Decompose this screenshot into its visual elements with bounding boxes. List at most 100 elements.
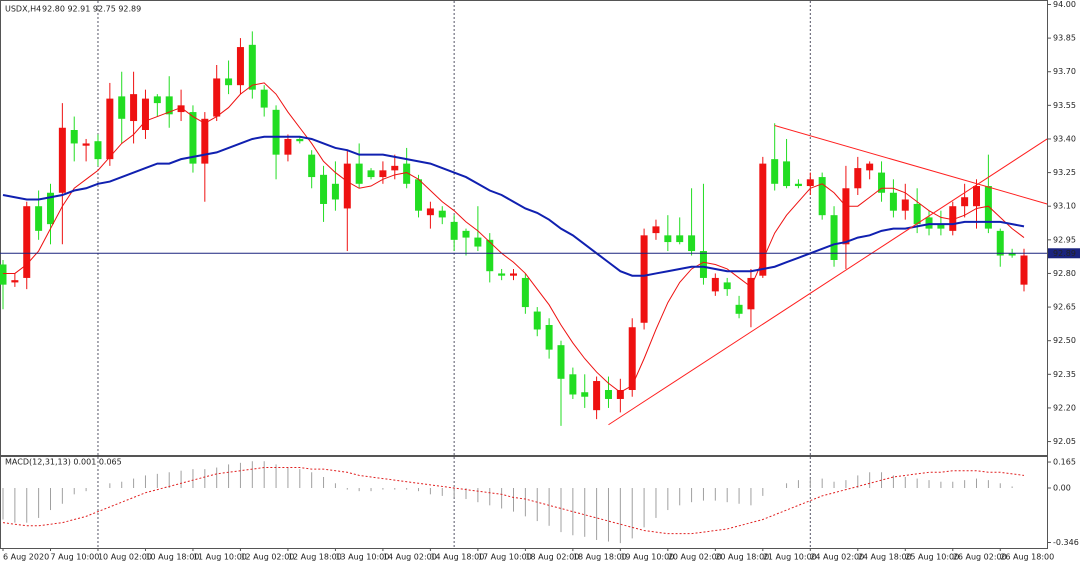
candle-body bbox=[438, 210, 446, 218]
y-tick-label: 92.50 bbox=[1053, 336, 1076, 345]
candle-body bbox=[46, 192, 54, 225]
candle-body bbox=[415, 179, 423, 211]
y-tick-label: 93.70 bbox=[1053, 67, 1076, 76]
x-tick-label: 17 Aug 10:00 bbox=[478, 553, 532, 562]
y-tick-label: 93.10 bbox=[1053, 202, 1076, 211]
current-price-box bbox=[1048, 248, 1080, 259]
x-tick-label: 21 Aug 10:00 bbox=[763, 553, 817, 562]
candle-body bbox=[474, 237, 482, 247]
candle-body bbox=[1020, 255, 1028, 285]
candle-body bbox=[771, 159, 779, 184]
candle-body bbox=[984, 186, 992, 229]
candle-body bbox=[913, 203, 921, 225]
candle-body bbox=[260, 89, 268, 108]
y-tick-label: 92.65 bbox=[1053, 303, 1076, 312]
ohlc-label: 92.80 92.91 92.75 92.89 bbox=[42, 5, 141, 14]
candle-body bbox=[593, 381, 601, 411]
x-tick-label: 26 Aug 18:00 bbox=[1000, 553, 1054, 562]
x-tick-label: 12 Aug 18:00 bbox=[288, 553, 342, 562]
candle-body bbox=[35, 206, 43, 231]
candle-body bbox=[604, 390, 612, 399]
moving-average bbox=[2, 135, 1025, 277]
y-tick-label: 93.25 bbox=[1053, 168, 1076, 177]
x-tick-label: 24 Aug 18:00 bbox=[858, 553, 912, 562]
moving-average bbox=[3, 82, 1025, 393]
candle-body bbox=[225, 78, 233, 86]
candle-body bbox=[118, 96, 126, 119]
x-tick-label: 20 Aug 18:00 bbox=[715, 553, 769, 562]
x-tick-label: 26 Aug 02:00 bbox=[953, 553, 1007, 562]
candle-body bbox=[106, 98, 114, 160]
y-tick-label: 92.35 bbox=[1053, 370, 1076, 379]
candle-body bbox=[153, 96, 161, 104]
candle-body bbox=[889, 192, 897, 211]
candle-body bbox=[557, 345, 565, 379]
candle-body bbox=[628, 327, 636, 390]
candle-body bbox=[248, 44, 256, 90]
candle-body bbox=[545, 325, 553, 350]
y-tick-label: 0.00 bbox=[1053, 484, 1071, 493]
symbol-title: USDX,H4 bbox=[5, 5, 41, 14]
y-tick-label: 93.40 bbox=[1053, 134, 1076, 143]
x-tick-label: 14 Aug 18:00 bbox=[430, 553, 484, 562]
candle-body bbox=[213, 78, 221, 117]
x-tick-label: 19 Aug 10:00 bbox=[620, 553, 674, 562]
candle-body bbox=[189, 112, 197, 164]
candle-body bbox=[616, 390, 624, 399]
candle-body bbox=[23, 206, 31, 278]
candle-body bbox=[94, 141, 102, 160]
x-tick-label: 18 Aug 18:00 bbox=[573, 553, 627, 562]
candle-body bbox=[296, 138, 304, 142]
candle-body bbox=[830, 215, 838, 260]
candle-body bbox=[747, 277, 755, 310]
candle-body bbox=[177, 105, 185, 113]
candle-body bbox=[498, 273, 506, 276]
candle-body bbox=[759, 163, 767, 276]
trendline bbox=[608, 138, 1048, 426]
x-tick-label: 14 Aug 02:00 bbox=[383, 553, 437, 562]
y-tick-label: 92.20 bbox=[1053, 403, 1076, 412]
candle-body bbox=[818, 177, 826, 216]
candle-body bbox=[878, 172, 886, 193]
candle-body bbox=[58, 127, 66, 193]
macd-signal bbox=[2, 467, 1025, 535]
candle-body bbox=[901, 199, 909, 211]
y-tick-label: 92.80 bbox=[1053, 269, 1076, 278]
candle-body bbox=[961, 197, 969, 207]
x-tick-label: 20 Aug 02:00 bbox=[668, 553, 722, 562]
candle-body bbox=[272, 109, 280, 155]
candle-body bbox=[640, 235, 648, 323]
candle-body bbox=[462, 230, 470, 238]
y-tick-label: 92.05 bbox=[1053, 437, 1076, 446]
candle-body bbox=[711, 277, 719, 292]
candle-body bbox=[866, 163, 874, 171]
candle-body bbox=[308, 154, 316, 178]
x-tick-label: 18 Aug 02:00 bbox=[525, 553, 579, 562]
candle-body bbox=[581, 392, 589, 397]
x-tick-label: 11 Aug 10:00 bbox=[193, 553, 247, 562]
macd-frame bbox=[0, 456, 1048, 549]
candle-body bbox=[937, 224, 945, 229]
candle-body bbox=[973, 186, 981, 207]
x-tick-label: 25 Aug 10:00 bbox=[905, 553, 959, 562]
candle-body bbox=[355, 163, 363, 184]
x-tick-label: 13 Aug 10:00 bbox=[335, 553, 389, 562]
x-tick-label: 10 Aug 18:00 bbox=[145, 553, 199, 562]
candle-body bbox=[664, 235, 672, 243]
candle-body bbox=[510, 273, 517, 276]
candle-body bbox=[676, 235, 684, 243]
candle-body bbox=[842, 188, 850, 245]
candle-body bbox=[533, 311, 541, 330]
candle-body bbox=[343, 163, 351, 209]
candle-body bbox=[486, 239, 494, 272]
y-tick-label: 0.165 bbox=[1053, 458, 1076, 467]
y-tick-label: 93.85 bbox=[1053, 34, 1076, 43]
x-tick-label: 24 Aug 02:00 bbox=[810, 553, 864, 562]
y-tick-label: 93.55 bbox=[1053, 101, 1076, 110]
candle-body bbox=[450, 221, 458, 240]
y-tick-label: -0.346 bbox=[1053, 538, 1079, 547]
candle-body bbox=[379, 170, 387, 178]
candle-body bbox=[688, 235, 696, 252]
